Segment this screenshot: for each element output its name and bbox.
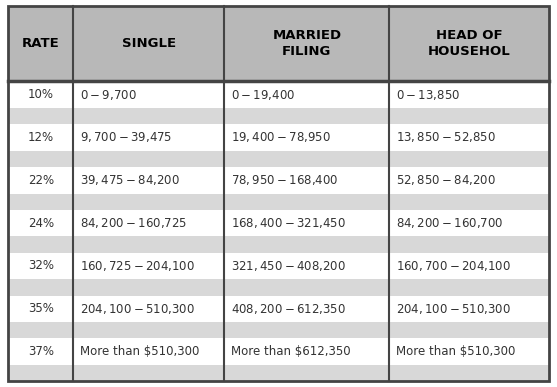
Text: $160,700 - $204,100: $160,700 - $204,100 — [396, 259, 511, 273]
Bar — [389, 108, 549, 124]
Bar — [73, 81, 224, 108]
Bar — [224, 253, 389, 279]
Bar — [73, 365, 224, 381]
Bar — [73, 322, 224, 338]
Bar — [8, 296, 73, 322]
Bar — [73, 279, 224, 296]
Text: $0 - $13,850: $0 - $13,850 — [396, 87, 460, 101]
Bar — [389, 338, 549, 365]
Bar — [73, 108, 224, 124]
Bar — [224, 124, 389, 151]
Bar — [224, 338, 389, 365]
Bar — [224, 279, 389, 296]
Bar — [389, 151, 549, 167]
Bar — [8, 322, 73, 338]
Text: $78,950 - $168,400: $78,950 - $168,400 — [231, 173, 339, 187]
Bar — [389, 194, 549, 210]
Text: RATE: RATE — [22, 37, 60, 50]
Bar — [8, 210, 73, 236]
Bar — [389, 236, 549, 253]
Bar — [224, 322, 389, 338]
Bar — [8, 194, 73, 210]
Bar — [73, 151, 224, 167]
Text: $160,725 - $204,100: $160,725 - $204,100 — [80, 259, 195, 273]
Bar — [224, 194, 389, 210]
Text: MARRIED
FILING: MARRIED FILING — [272, 29, 341, 58]
Bar — [73, 6, 224, 81]
Bar — [8, 253, 73, 279]
Bar — [224, 81, 389, 108]
Text: 32%: 32% — [28, 259, 54, 272]
Text: SINGLE: SINGLE — [122, 37, 176, 50]
Bar — [8, 6, 73, 81]
Bar — [73, 194, 224, 210]
Bar — [389, 81, 549, 108]
Bar — [224, 296, 389, 322]
Text: More than $510,300: More than $510,300 — [396, 345, 515, 358]
Bar — [73, 338, 224, 365]
Bar — [224, 365, 389, 381]
Text: 24%: 24% — [28, 217, 54, 229]
Bar — [8, 365, 73, 381]
Bar — [389, 167, 549, 194]
Text: $0 - $9,700: $0 - $9,700 — [80, 87, 136, 101]
Bar — [73, 296, 224, 322]
Bar — [389, 124, 549, 151]
Text: 37%: 37% — [28, 345, 54, 358]
Text: $0 - $19,400: $0 - $19,400 — [231, 87, 295, 101]
Bar — [224, 6, 389, 81]
Bar — [224, 236, 389, 253]
Text: 22%: 22% — [28, 174, 54, 187]
Bar — [73, 167, 224, 194]
Bar — [224, 151, 389, 167]
Bar — [8, 338, 73, 365]
Text: 12%: 12% — [28, 131, 54, 144]
Bar — [389, 322, 549, 338]
Bar — [8, 124, 73, 151]
Text: $84,200 - $160,700: $84,200 - $160,700 — [396, 216, 504, 230]
Bar — [8, 151, 73, 167]
Bar — [389, 253, 549, 279]
Bar — [389, 6, 549, 81]
Text: $204,100 - $510,300: $204,100 - $510,300 — [396, 302, 511, 316]
Text: $19,400 - $78,950: $19,400 - $78,950 — [231, 130, 331, 144]
Bar — [8, 81, 73, 108]
Bar — [389, 365, 549, 381]
Bar — [224, 210, 389, 236]
Bar — [73, 124, 224, 151]
Bar — [8, 236, 73, 253]
Text: 35%: 35% — [28, 302, 53, 315]
Text: $321,450 - $408,200: $321,450 - $408,200 — [231, 259, 346, 273]
Text: $408,200 - $612,350: $408,200 - $612,350 — [231, 302, 346, 316]
Text: $13,850 - $52,850: $13,850 - $52,850 — [396, 130, 496, 144]
Bar — [224, 167, 389, 194]
Bar — [389, 210, 549, 236]
Bar — [73, 253, 224, 279]
Text: $168,400 - $321,450: $168,400 - $321,450 — [231, 216, 346, 230]
Text: $204,100 - $510,300: $204,100 - $510,300 — [80, 302, 195, 316]
Text: More than $510,300: More than $510,300 — [80, 345, 199, 358]
Bar — [8, 279, 73, 296]
Text: $84,200 - $160,725: $84,200 - $160,725 — [80, 216, 187, 230]
Text: $39,475 - $84,200: $39,475 - $84,200 — [80, 173, 180, 187]
Bar — [73, 210, 224, 236]
Text: HEAD OF
HOUSEHOL: HEAD OF HOUSEHOL — [428, 29, 510, 58]
Text: $52,850 - $84,200: $52,850 - $84,200 — [396, 173, 496, 187]
Text: 10%: 10% — [28, 88, 54, 101]
Bar — [224, 108, 389, 124]
Bar — [8, 108, 73, 124]
Bar — [389, 296, 549, 322]
Text: More than $612,350: More than $612,350 — [231, 345, 351, 358]
Text: $9,700 - $39,475: $9,700 - $39,475 — [80, 130, 172, 144]
Bar — [73, 236, 224, 253]
Bar — [389, 279, 549, 296]
Bar — [8, 167, 73, 194]
